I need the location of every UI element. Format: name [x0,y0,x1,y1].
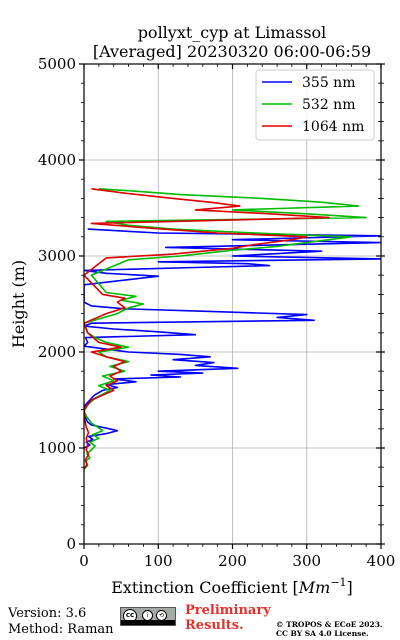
chart-title-line2: [Averaged] 20230320 06:00-06:59 [93,42,371,61]
y-tick-label: 1000 [38,439,76,457]
x-axis-label-exponent: −1 [330,576,346,589]
preliminary-line2: Results. [185,618,244,633]
x-tick-label: 200 [218,552,247,570]
y-tick-label: 3000 [38,247,76,265]
legend-entry-label: 532 nm [302,97,355,113]
legend-box [255,69,375,141]
copyright-line1: © TROPOS & ECoE 2023. [276,620,383,629]
x-axis-label-unit: Mm [298,578,331,597]
preliminary-results-notice: Preliminary Results. [185,603,271,633]
x-axis-label-close: ] [347,578,353,597]
legend: 355 nm 532 nm 1064 nm [255,69,375,141]
x-tick-label: 400 [367,552,396,570]
axis-ticks [79,63,385,549]
legend-entry-label: 355 nm [302,75,355,91]
extinction-profile-chart: pollyxt_cyp at Limassol [Averaged] 20230… [9,23,396,597]
y-tick-label: 5000 [38,55,76,73]
cc-badge-strip [121,620,175,625]
cc-license-badge: cc i ⟲ [120,607,176,626]
data-series [84,188,381,470]
chart-title-line1: pollyxt_cyp at Limassol [138,23,327,42]
y-tick-label: 0 [66,535,76,553]
preliminary-line1: Preliminary [185,603,271,618]
x-tick-label: 0 [79,552,89,570]
y-tick-label: 2000 [38,343,76,361]
copyright-notice: © TROPOS & ECoE 2023. CC BY SA 4.0 Licen… [276,620,383,638]
x-tick-label: 100 [144,552,173,570]
series-line-1064-nm [84,188,330,470]
legend-entry-label: 1064 nm [302,119,364,135]
x-axis-label: Extinction Coefficient [Mm−1] [111,576,353,597]
y-tick-label: 4000 [38,151,76,169]
x-tick-label: 300 [292,552,321,570]
x-axis-label-main: Extinction Coefficient [ [111,578,299,597]
method-text: Method: Raman [8,622,114,637]
y-axis-label: Height (m) [9,260,28,348]
chart-title: pollyxt_cyp at Limassol [Averaged] 20230… [93,23,371,61]
copyright-line2: CC BY SA 4.0 License. [276,629,369,638]
version-text: Version: 3.6 [8,606,87,621]
